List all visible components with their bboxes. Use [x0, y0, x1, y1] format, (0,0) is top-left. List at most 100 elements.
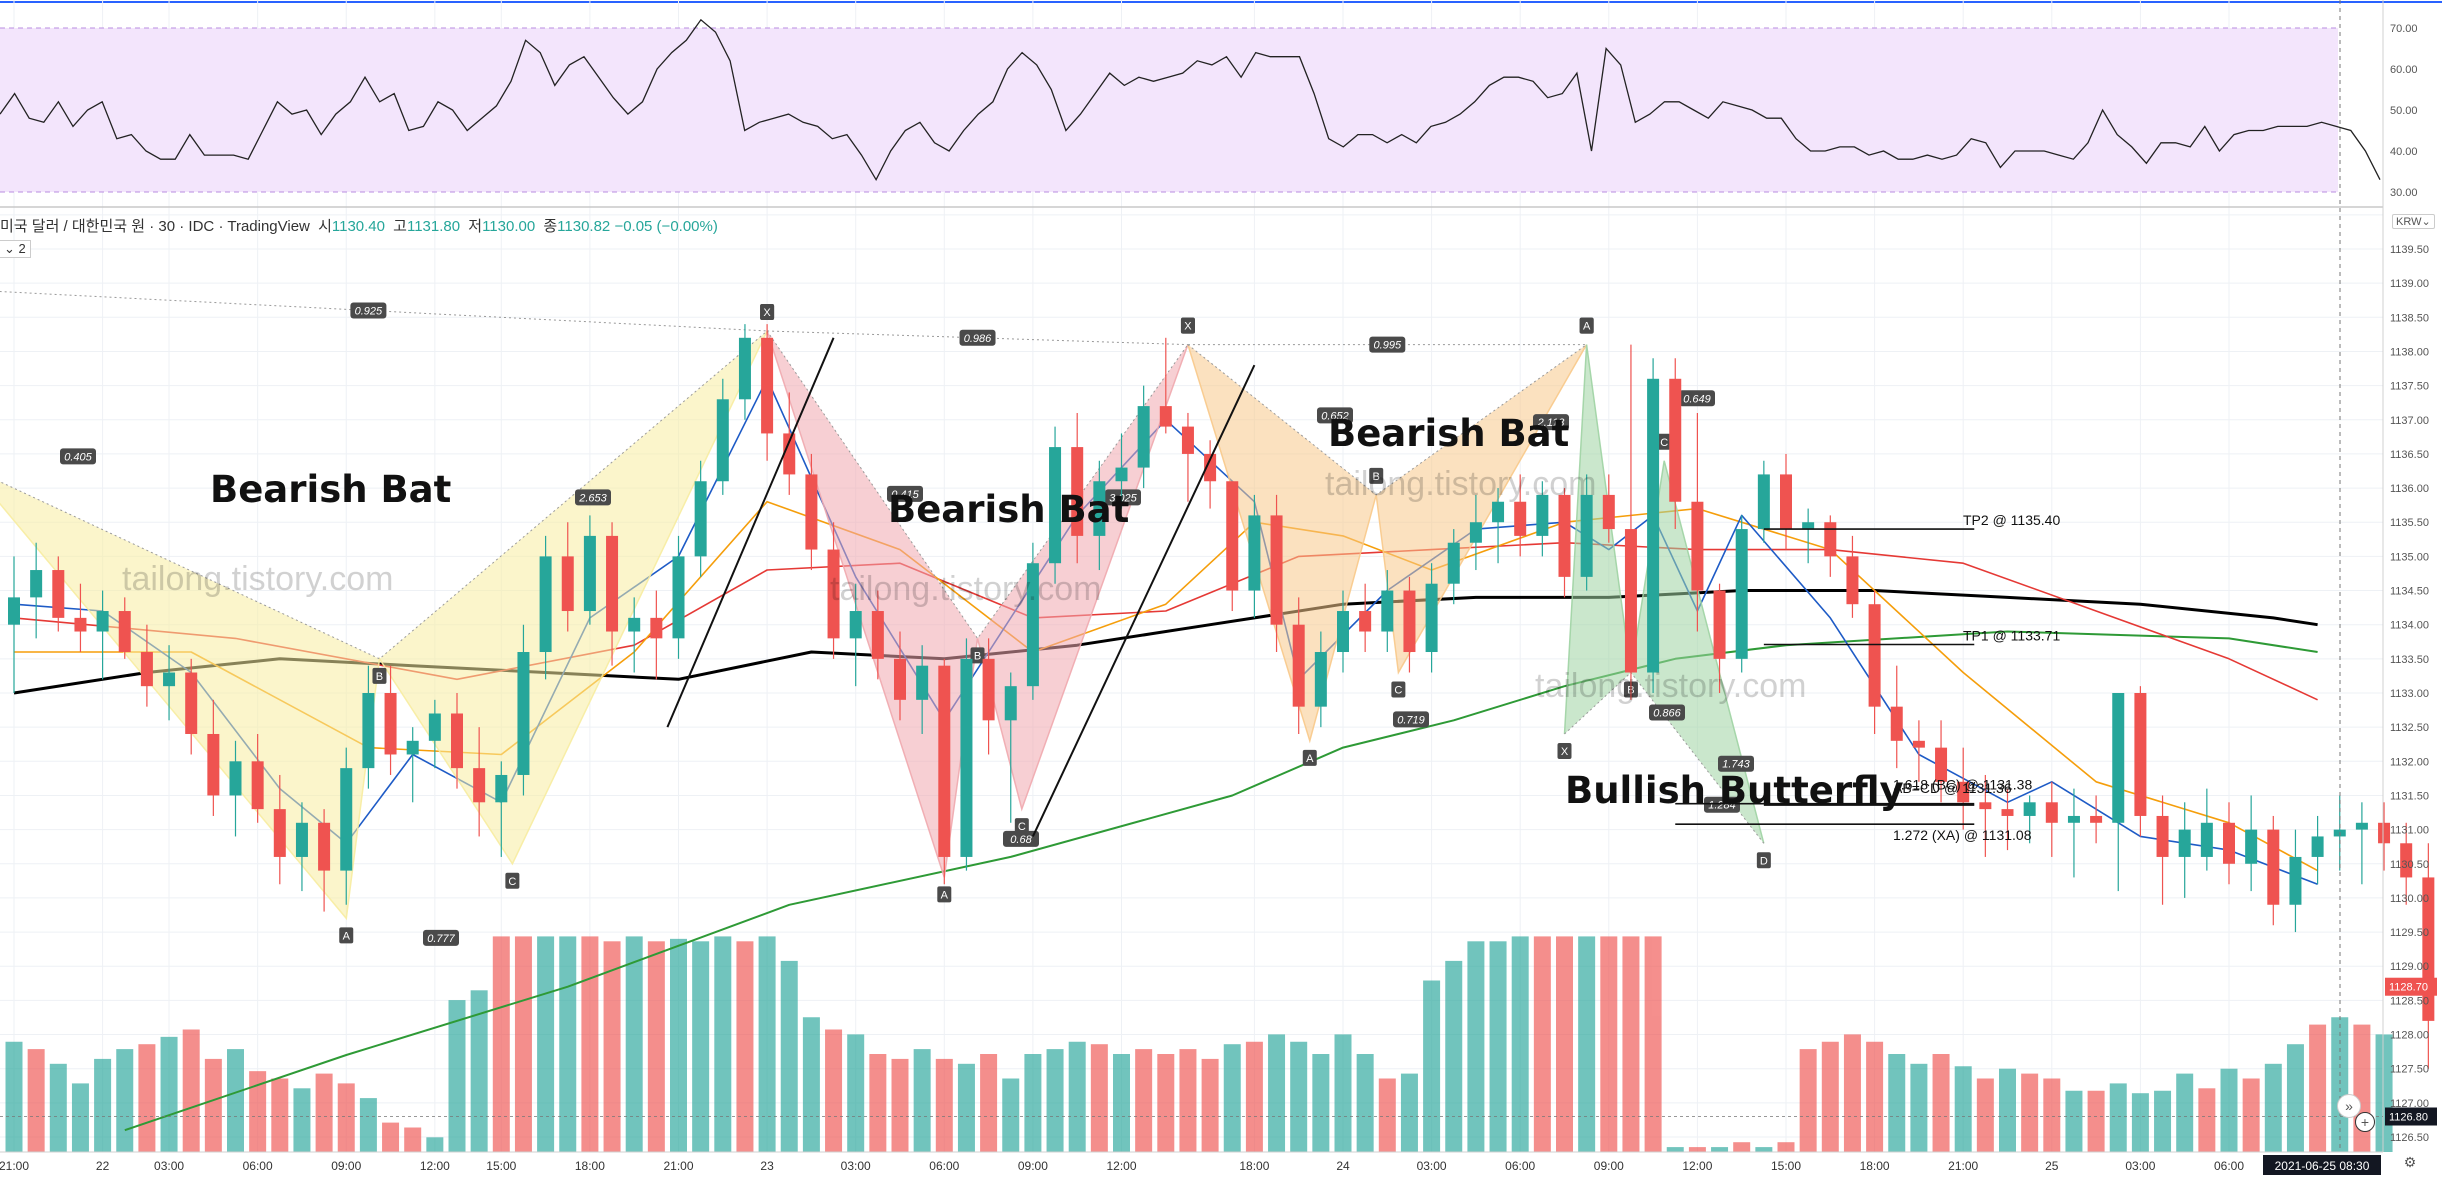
time-tick-label: 12:00 — [1682, 1159, 1712, 1173]
volume-bar — [448, 1000, 466, 1152]
pattern-title: Bearish Bat — [888, 488, 1129, 531]
price-tick-label: 1128.50 — [2390, 995, 2429, 1007]
level-label: 1.272 (XA) @ 1131.08 — [1893, 827, 2032, 843]
pattern-point-text: X — [1561, 746, 1569, 758]
ratio-tag: 0.719 — [1393, 711, 1429, 728]
candle-body — [2223, 822, 2235, 864]
pattern-point-text: A — [1306, 753, 1314, 765]
candle-body — [1469, 522, 1482, 543]
volume-bar — [758, 936, 776, 1152]
volume-bar — [714, 936, 732, 1152]
ratio-tag-bg — [1704, 796, 1740, 813]
watermark-text: tailong.tistory.com — [1325, 465, 1596, 503]
ratio-tag: 0.68 — [1003, 830, 1039, 847]
volume-bar — [1843, 1034, 1861, 1152]
price-tick-label: 1138.00 — [2390, 346, 2429, 358]
pattern-point-label: A — [1579, 317, 1594, 334]
price-tick-label: 1134.50 — [2390, 586, 2429, 598]
candle-body — [2200, 822, 2213, 857]
candle-body — [318, 822, 331, 871]
price-tick-label: 1131.50 — [2390, 790, 2429, 802]
candle-body — [1248, 515, 1261, 591]
volume-bar — [802, 1017, 820, 1152]
volume-bar — [1268, 1034, 1286, 1152]
volume-bar — [780, 960, 798, 1152]
volume-bar — [1799, 1049, 1817, 1152]
volume-bar — [1866, 1041, 1884, 1152]
volume-bar — [2286, 1044, 2304, 1152]
candles — [8, 324, 2435, 1069]
ratio-tag: 0.866 — [1649, 704, 1685, 721]
interval: 30 — [158, 218, 176, 235]
volume-bar — [470, 990, 488, 1152]
pattern-point-bg — [1302, 749, 1317, 766]
candle-body — [1669, 378, 1682, 502]
pattern-point-label: X — [760, 303, 775, 320]
ratio-tag: 2.653 — [575, 489, 611, 506]
ratio-tag: 1.743 — [1718, 755, 1754, 772]
price-tick-label: 1129.00 — [2390, 961, 2429, 973]
time-tick-label: 09:00 — [1018, 1159, 1048, 1173]
candle-body — [384, 693, 397, 755]
volume-bar — [1113, 1054, 1130, 1152]
add-alert-button[interactable]: + — [2355, 1112, 2375, 1132]
level-label: TP1 @ 1133.71 — [1963, 628, 2060, 644]
volume-bar — [2087, 1090, 2105, 1152]
candle-body — [1780, 474, 1792, 530]
volume-bar — [1223, 1044, 1241, 1152]
ratio-tag-text: 0.986 — [964, 333, 992, 345]
volume-bar — [2131, 1093, 2149, 1152]
price-tick-label: 1130.00 — [2390, 893, 2429, 905]
low-value: 1130.00 — [482, 218, 536, 235]
volume-bar — [1578, 936, 1596, 1152]
pattern-outline — [0, 330, 768, 921]
currency-selector[interactable]: KRW⌄ — [2392, 214, 2435, 229]
ratio-tag-text: 2.653 — [578, 492, 607, 504]
pattern-point-text: X — [1184, 321, 1192, 333]
time-crosshair-bg — [2263, 1155, 2381, 1175]
pattern-point-label: A — [1302, 749, 1317, 766]
price-tick-label: 1138.50 — [2390, 312, 2429, 324]
volume-bar — [1445, 960, 1463, 1152]
watermark-text: tailong.tistory.com — [1535, 667, 1806, 705]
price-tick-label: 1132.00 — [2390, 756, 2429, 768]
ratio-tag: 0.986 — [959, 329, 996, 346]
symbol-name[interactable]: 미국 달러 / 대한민국 원 — [0, 218, 146, 235]
volume-bar — [249, 1071, 267, 1152]
rsi-line — [0, 18, 2381, 182]
candle-body — [871, 611, 884, 659]
candle-body — [1713, 590, 1726, 659]
time-tick-label: 22 — [96, 1159, 110, 1173]
price-tick-label: 1127.00 — [2390, 1098, 2429, 1110]
volume-bar — [5, 1041, 23, 1152]
price-tag-bg — [2385, 1107, 2437, 1126]
ratio-tag: 0.652 — [1317, 407, 1353, 424]
symbol-legend[interactable]: 미국 달러 / 대한민국 원 · 30 · IDC · TradingView … — [0, 218, 718, 235]
volume-bar — [2043, 1078, 2061, 1152]
candle-body — [1691, 501, 1704, 591]
ratio-tag-text: 3.025 — [1109, 492, 1137, 504]
chart-settings-button[interactable]: ⚙ — [2400, 1152, 2420, 1172]
pattern-title: Bearish Bat — [1328, 412, 1569, 455]
volume-bar — [2242, 1078, 2260, 1152]
ratio-tag: 0.405 — [60, 448, 96, 465]
candle-body — [1270, 515, 1283, 625]
time-tick-label: 24 — [1336, 1159, 1350, 1173]
volume-bar — [1777, 1142, 1795, 1152]
volume-bar — [337, 1083, 355, 1152]
volume-bar — [204, 1058, 222, 1152]
volume-bar — [2331, 1017, 2349, 1152]
volume-bar — [647, 941, 665, 1152]
time-tick-label: 21:00 — [663, 1159, 693, 1173]
candle-body — [2289, 856, 2302, 905]
indicator-collapse-button[interactable]: ⌄ 2 — [0, 240, 31, 258]
ratio-tag: 1.284 — [1704, 796, 1740, 813]
candle-body — [1403, 590, 1416, 653]
price-tick-label: 1128.00 — [2390, 1030, 2429, 1042]
rsi-tick-label: 60.00 — [2390, 64, 2418, 76]
pattern-point-text: B — [1373, 471, 1380, 483]
candle-body — [1957, 781, 1970, 803]
ratio-tag-bg — [1317, 407, 1353, 424]
